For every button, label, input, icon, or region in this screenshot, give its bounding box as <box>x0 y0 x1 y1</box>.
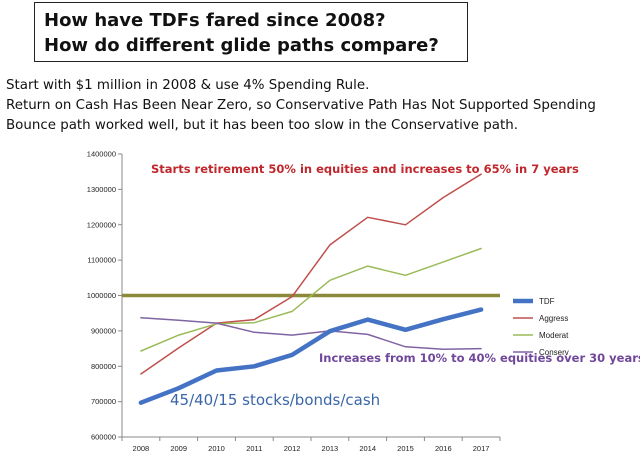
intro-line-1: Start with $1 million in 2008 & use 4% S… <box>6 78 370 93</box>
legend: TDF Aggress Moderat Conserv <box>513 297 569 357</box>
y-tick-label: 900000 <box>91 326 116 335</box>
series-group <box>138 173 484 405</box>
y-tick-label: 1100000 <box>87 256 116 265</box>
intro-line-3: Bounce path worked well, but it has been… <box>6 118 518 133</box>
x-tick-label: 2013 <box>322 444 339 453</box>
series-line-tdf <box>138 307 484 405</box>
legend-label-conserv: Conserv <box>539 348 569 357</box>
y-axis: 600000 700000 800000 900000 1000000 1100000 12… <box>87 150 123 442</box>
x-tick-label: 2017 <box>473 444 490 453</box>
x-tick-label: 2010 <box>208 444 225 453</box>
y-tick-label: 1400000 <box>87 150 116 159</box>
title-line-1: How have TDFs fared since 2008? <box>44 10 386 31</box>
legend-label-tdf: TDF <box>539 297 555 306</box>
series-line-moderat <box>140 247 482 352</box>
intro-line-2: Return on Cash Has Been Near Zero, so Co… <box>6 98 596 113</box>
annotation-conservative: Increases from 10% to 40% equities over … <box>319 351 640 365</box>
legend-label-moderat: Moderat <box>539 331 569 340</box>
x-tick-label: 2009 <box>170 444 187 453</box>
x-tick-label: 2011 <box>246 444 262 453</box>
y-tick-label: 1000000 <box>87 291 116 300</box>
annotation-aggressive: Starts retirement 50% in equities and in… <box>151 162 579 176</box>
legend-label-aggress: Aggress <box>539 314 568 323</box>
x-axis: 2008 2009 2010 2011 2012 2013 2014 2015 2016 2017 <box>121 436 501 453</box>
x-tick-label: 2016 <box>435 444 452 453</box>
y-tick-label: 800000 <box>91 362 116 371</box>
title-line-2: How do different glide paths compare? <box>44 35 439 56</box>
y-tick-label: 1300000 <box>87 185 116 194</box>
x-tick-label: 2008 <box>133 444 150 453</box>
y-tick-label: 1200000 <box>87 220 116 229</box>
y-tick-label: 700000 <box>91 397 116 406</box>
title-box: How have TDFs fared since 2008? How do d… <box>34 2 468 62</box>
annotation-tdf: 45/40/15 stocks/bonds/cash <box>170 391 380 409</box>
x-tick-label: 2015 <box>397 444 414 453</box>
series-line-conserv <box>140 317 482 351</box>
series-line-aggress <box>140 173 482 375</box>
x-tick-label: 2012 <box>284 444 301 453</box>
y-tick-label: 600000 <box>91 433 116 442</box>
x-tick-label: 2014 <box>359 444 376 453</box>
intro-text: Start with $1 million in 2008 & use 4% S… <box>6 76 638 136</box>
